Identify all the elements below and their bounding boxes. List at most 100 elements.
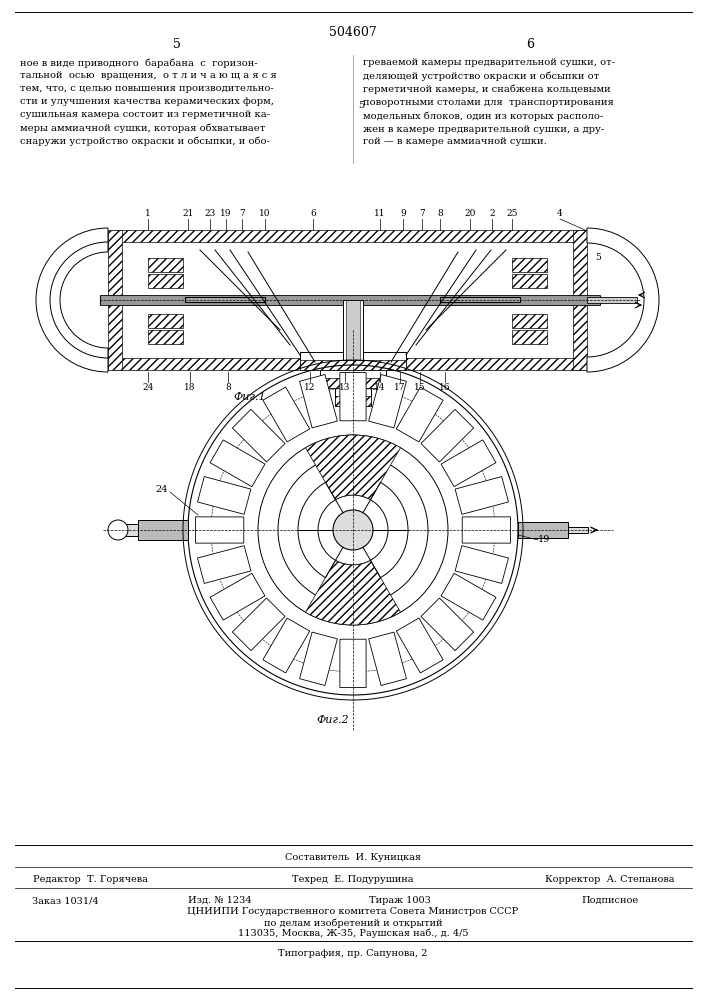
Text: 24: 24 <box>156 486 168 494</box>
Bar <box>440 297 520 302</box>
Text: 6: 6 <box>310 209 316 218</box>
Text: Типография, пр. Сапунова, 2: Типография, пр. Сапунова, 2 <box>279 949 428 958</box>
Wedge shape <box>36 228 108 372</box>
Text: по делам изобретений и открытий: по делам изобретений и открытий <box>264 918 443 928</box>
Polygon shape <box>421 409 474 462</box>
Bar <box>512 274 547 288</box>
Text: 12: 12 <box>304 383 316 392</box>
Polygon shape <box>441 573 496 620</box>
Bar <box>148 258 183 272</box>
Bar <box>568 527 588 533</box>
Bar <box>148 330 183 344</box>
Bar <box>148 314 183 328</box>
Text: Фиг.1: Фиг.1 <box>234 392 267 402</box>
Text: Редактор  Т. Горячева: Редактор Т. Горячева <box>33 875 148 884</box>
Text: 19: 19 <box>221 209 232 218</box>
Circle shape <box>108 520 128 540</box>
Text: 7: 7 <box>419 209 425 218</box>
Text: Фиг.2: Фиг.2 <box>317 715 349 725</box>
Polygon shape <box>368 632 407 685</box>
Bar <box>115 230 595 242</box>
Bar <box>512 330 547 344</box>
Text: 23: 23 <box>204 209 216 218</box>
Text: 19: 19 <box>538 536 550 544</box>
Text: 20: 20 <box>464 209 476 218</box>
Text: 17: 17 <box>395 383 406 392</box>
Text: 25: 25 <box>506 209 518 218</box>
Bar <box>108 230 122 370</box>
Bar <box>335 388 371 406</box>
Wedge shape <box>305 560 400 625</box>
Bar <box>512 258 547 272</box>
Text: 5: 5 <box>358 101 364 109</box>
Text: Изд. № 1234: Изд. № 1234 <box>188 896 252 905</box>
Text: 5: 5 <box>173 38 181 51</box>
Bar <box>587 297 637 303</box>
Bar <box>346 300 360 360</box>
Polygon shape <box>210 573 265 620</box>
Polygon shape <box>300 632 337 685</box>
Bar <box>115 358 595 370</box>
Polygon shape <box>368 375 407 428</box>
Text: 13: 13 <box>339 383 351 392</box>
Text: 5: 5 <box>595 253 601 262</box>
Wedge shape <box>50 242 108 358</box>
Bar <box>518 522 568 538</box>
Text: 14: 14 <box>374 383 386 392</box>
Bar <box>100 295 600 305</box>
Polygon shape <box>421 598 474 651</box>
Text: 10: 10 <box>259 209 271 218</box>
Polygon shape <box>441 440 496 487</box>
Text: Подписное: Подписное <box>581 896 638 905</box>
Text: 16: 16 <box>439 383 451 392</box>
Text: 6: 6 <box>526 38 534 51</box>
Polygon shape <box>397 387 443 442</box>
Polygon shape <box>263 618 310 673</box>
Polygon shape <box>210 440 265 487</box>
Bar <box>573 230 587 370</box>
Bar <box>138 520 188 540</box>
Polygon shape <box>455 477 508 514</box>
Polygon shape <box>197 546 251 583</box>
Text: 113035, Москва, Ж-35, Раушская наб., д. 4/5: 113035, Москва, Ж-35, Раушская наб., д. … <box>238 929 468 938</box>
Polygon shape <box>233 598 285 651</box>
Text: Техред  Е. Подурушина: Техред Е. Подурушина <box>292 875 414 884</box>
Polygon shape <box>197 477 251 514</box>
Polygon shape <box>462 517 510 543</box>
Polygon shape <box>233 409 285 462</box>
Text: греваемой камеры предварительной сушки, от-
деляющей устройство окраски и обсыпк: греваемой камеры предварительной сушки, … <box>363 58 615 146</box>
Text: 24: 24 <box>142 383 153 392</box>
Bar <box>300 360 406 370</box>
Text: 2: 2 <box>489 209 495 218</box>
Bar <box>148 274 183 288</box>
Text: Корректор  А. Степанова: Корректор А. Степанова <box>545 875 674 884</box>
Text: ное в виде приводного  барабана  с  горизон-
тальной  осью  вращения,  о т л и ч: ное в виде приводного барабана с горизон… <box>20 58 276 146</box>
Bar <box>335 396 371 406</box>
Bar <box>343 300 363 360</box>
Text: 9: 9 <box>400 209 406 218</box>
Text: Заказ 1031/4: Заказ 1031/4 <box>32 896 98 905</box>
Polygon shape <box>397 618 443 673</box>
Polygon shape <box>340 373 366 421</box>
Polygon shape <box>263 387 310 442</box>
Circle shape <box>333 510 373 550</box>
Polygon shape <box>340 639 366 687</box>
Text: 7: 7 <box>239 209 245 218</box>
Text: 4: 4 <box>557 209 563 218</box>
Bar <box>320 370 386 388</box>
Text: 21: 21 <box>182 209 194 218</box>
Bar <box>300 352 406 370</box>
Bar <box>320 378 386 388</box>
Text: 1: 1 <box>145 209 151 218</box>
Bar <box>512 314 547 328</box>
Polygon shape <box>300 375 337 428</box>
Wedge shape <box>305 435 400 500</box>
Wedge shape <box>587 228 659 372</box>
Text: 11: 11 <box>374 209 386 218</box>
Text: ЦНИИПИ Государственного комитета Совета Министров СССР: ЦНИИПИ Государственного комитета Совета … <box>187 907 519 916</box>
Bar <box>118 524 138 536</box>
Text: 15: 15 <box>414 383 426 392</box>
Text: 8: 8 <box>225 383 231 392</box>
Polygon shape <box>455 546 508 583</box>
Text: 504607: 504607 <box>329 25 377 38</box>
